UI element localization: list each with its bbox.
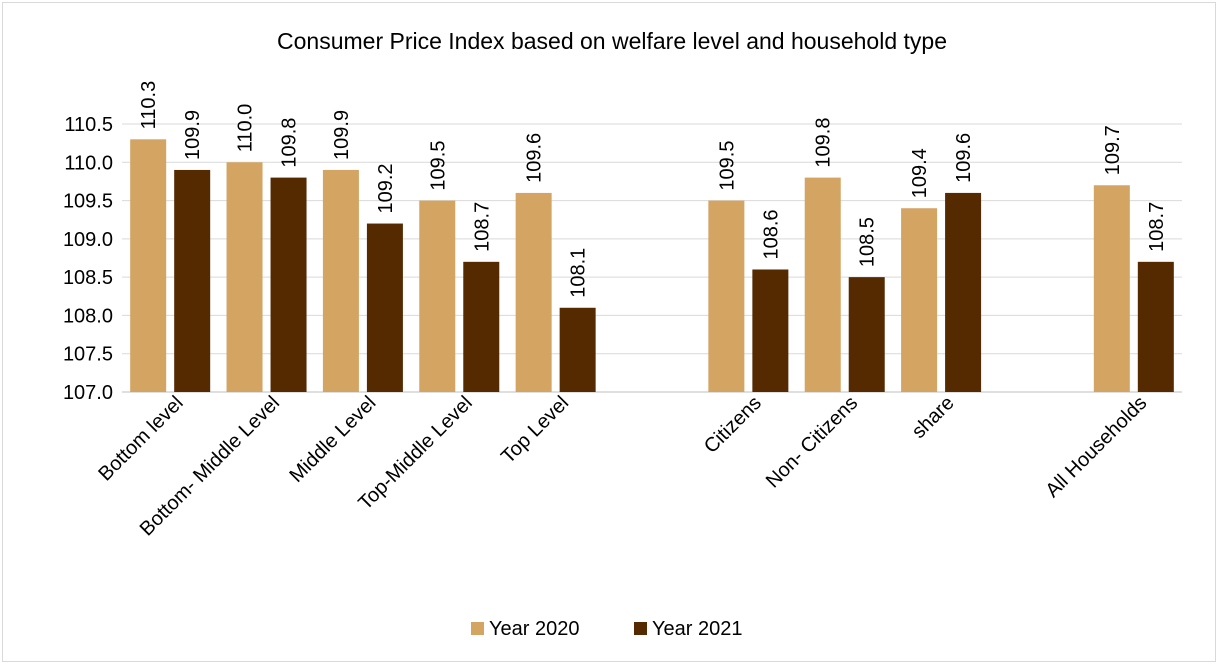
legend-label: Year 2020 (489, 618, 579, 640)
data-label: 108.7 (471, 202, 493, 252)
bar (174, 169, 211, 392)
bar (366, 223, 403, 392)
y-tick-label: 110.5 (64, 114, 113, 136)
category-label: Middle Level (285, 392, 380, 487)
y-tick-label: 107.0 (63, 382, 113, 404)
data-label: 109.2 (375, 163, 397, 213)
legend: Year 2020 Year 2021 (471, 618, 742, 640)
category-label: share (908, 392, 959, 443)
bar (804, 177, 841, 392)
data-label: 109.9 (182, 110, 204, 160)
bar (559, 307, 596, 392)
legend-swatch (634, 622, 647, 635)
bar (708, 200, 745, 392)
data-label: 108.7 (1146, 202, 1168, 252)
category-label: Citizens (700, 392, 766, 458)
bar (130, 139, 167, 392)
bar (270, 177, 307, 392)
chart-title: Consumer Price Index based on welfare le… (277, 28, 947, 54)
bar (752, 269, 789, 392)
bar (322, 169, 359, 392)
data-label: 109.8 (279, 118, 301, 168)
data-label: 109.8 (813, 118, 835, 168)
data-label: 109.5 (716, 141, 738, 191)
bar (419, 200, 456, 392)
data-label: 109.6 (524, 133, 546, 183)
data-label: 108.1 (568, 248, 590, 298)
bar (848, 277, 885, 392)
category-label: Non- Citizens (762, 392, 862, 492)
data-label: 108.5 (857, 217, 879, 267)
bar (226, 162, 263, 392)
bar (463, 261, 500, 392)
category-label: All Households (1041, 392, 1151, 502)
category-label: Bottom level (94, 392, 187, 485)
y-tick-label: 108.5 (63, 267, 113, 289)
y-tick-label: 108.0 (63, 305, 113, 327)
data-label: 109.4 (909, 148, 931, 198)
bars (130, 139, 1174, 392)
data-label: 109.5 (427, 141, 449, 191)
y-axis-ticks: 107.0 107.5 108.0 108.5 109.0 109.5 110.0 110.5 (63, 114, 113, 404)
bar (1093, 185, 1130, 392)
data-label: 108.6 (760, 209, 782, 259)
category-label: Top Level (497, 392, 573, 468)
data-label: 110.3 (138, 81, 160, 130)
bar (945, 192, 982, 392)
bar (1137, 261, 1174, 392)
legend-swatch (471, 622, 484, 635)
y-tick-label: 109.5 (63, 191, 113, 213)
data-label: 109.9 (331, 110, 353, 160)
data-label: 110.0 (235, 104, 257, 153)
y-tick-label: 109.0 (63, 229, 113, 251)
bar (515, 192, 552, 392)
data-label: 109.7 (1102, 125, 1124, 175)
data-label: 109.6 (953, 133, 975, 183)
data-labels: 110.3 109.9 110.0 109.8 109.9 109.2 109.5 108.7… (138, 81, 1168, 298)
y-tick-label: 107.5 (63, 344, 113, 366)
legend-label: Year 2021 (652, 618, 742, 640)
y-tick-label: 110.0 (64, 152, 113, 174)
bar (901, 208, 938, 392)
